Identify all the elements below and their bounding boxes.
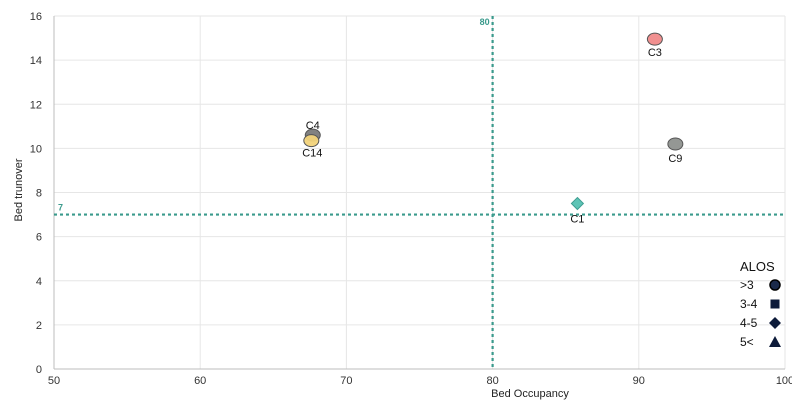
legend-entry-label: 3-4	[740, 297, 758, 311]
y-axis-title: Bed trunover	[13, 158, 25, 221]
data-point-label: C9	[668, 153, 682, 165]
legend: ALOS >3 3-4 4-5 5<	[740, 259, 781, 349]
y-tick-label: 8	[36, 188, 42, 200]
x-tick-label: 60	[194, 375, 206, 387]
y-tick-label: 10	[30, 143, 42, 155]
x-tick-label: 80	[486, 375, 498, 387]
data-point	[646, 32, 663, 46]
axes	[53, 16, 785, 370]
x-tick-label: 90	[633, 375, 645, 387]
data-point-label: C1	[570, 214, 584, 226]
reference-lines: 80 7	[54, 16, 785, 369]
y-tick-label: 2	[36, 320, 42, 332]
legend-entry-label: 5<	[740, 335, 754, 349]
data-point	[303, 134, 320, 148]
y-tick-label: 14	[30, 55, 42, 67]
legend-circle-icon	[769, 279, 781, 291]
y-tick-label: 0	[36, 364, 42, 376]
reference-line-label: 7	[58, 203, 63, 213]
x-axis-title: Bed Occupancy	[491, 388, 569, 400]
x-tick-label: 50	[48, 375, 60, 387]
data-point	[667, 137, 684, 151]
tick-labels: 50 60 70 80 90 100 0 2 4 6 8 10 12 14 16	[30, 11, 792, 387]
y-tick-label: 16	[30, 11, 42, 23]
x-tick-label: 70	[340, 375, 352, 387]
y-tick-label: 12	[30, 99, 42, 111]
legend-diamond-icon	[769, 317, 781, 329]
y-tick-label: 6	[36, 232, 42, 244]
data-point-label: C14	[302, 148, 322, 160]
data-points: C4 C14 C3 C9 C1	[302, 32, 684, 226]
legend-entry-label: >3	[740, 278, 754, 292]
grid-lines	[53, 15, 786, 370]
reference-line-label: 80	[480, 17, 490, 27]
data-point-label: C3	[648, 47, 662, 59]
legend-entry-label: 4-5	[740, 316, 758, 330]
legend-title: ALOS	[740, 259, 775, 274]
x-tick-label: 100	[776, 375, 792, 387]
data-point	[570, 196, 585, 211]
legend-square-icon	[770, 299, 780, 309]
data-point-label: C4	[306, 120, 320, 132]
y-tick-label: 4	[36, 276, 42, 288]
legend-triangle-icon	[769, 336, 781, 347]
